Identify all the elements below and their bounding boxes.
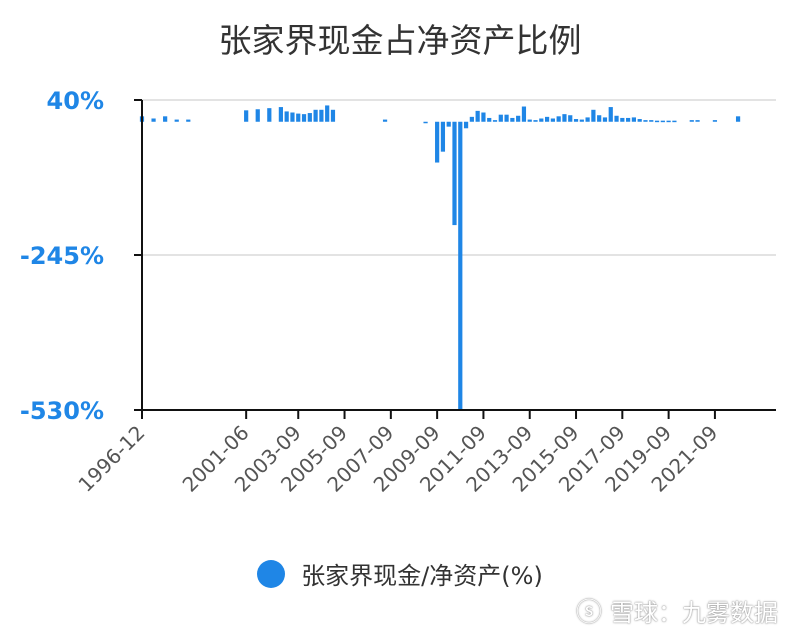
chart-title: 张家界现金占净资产比例 bbox=[218, 21, 582, 60]
bar bbox=[550, 118, 555, 122]
bar bbox=[735, 116, 741, 122]
bar bbox=[654, 120, 660, 123]
watermark: ⓢ 雪球：九雾数据 bbox=[576, 592, 778, 629]
bar bbox=[284, 111, 289, 122]
bar bbox=[620, 117, 625, 122]
bar bbox=[695, 120, 700, 122]
bar bbox=[290, 112, 295, 122]
bar bbox=[516, 115, 521, 122]
bar bbox=[602, 117, 608, 122]
bar bbox=[319, 109, 324, 122]
bar bbox=[637, 119, 642, 122]
bar bbox=[492, 120, 498, 122]
bar bbox=[458, 121, 463, 410]
bar bbox=[568, 115, 573, 122]
bar bbox=[423, 121, 428, 124]
bar bbox=[573, 119, 579, 122]
bar bbox=[244, 110, 249, 122]
bar bbox=[660, 120, 665, 123]
bar bbox=[643, 120, 648, 122]
bar bbox=[585, 117, 590, 122]
bar bbox=[163, 116, 168, 122]
watermark-text: 雪球：九雾数据 bbox=[610, 599, 778, 627]
bar bbox=[527, 119, 532, 122]
bar bbox=[533, 120, 538, 122]
bar bbox=[608, 107, 613, 122]
x-tick-label: 1996-12 bbox=[73, 421, 149, 497]
bar bbox=[313, 109, 318, 122]
bar bbox=[301, 114, 307, 122]
bar bbox=[452, 121, 457, 226]
bar bbox=[330, 109, 336, 122]
bar bbox=[446, 121, 451, 127]
bar bbox=[267, 108, 272, 122]
bar bbox=[556, 116, 561, 122]
bar bbox=[498, 114, 503, 122]
bar bbox=[591, 109, 596, 122]
bar bbox=[475, 110, 480, 122]
bar bbox=[539, 118, 544, 122]
bar bbox=[689, 120, 694, 122]
bar bbox=[440, 121, 446, 152]
bar bbox=[481, 112, 486, 122]
bar bbox=[325, 105, 330, 122]
bar bbox=[521, 106, 527, 122]
legend-swatch bbox=[257, 559, 286, 588]
bar bbox=[186, 119, 191, 122]
bar bbox=[544, 116, 550, 122]
bar bbox=[278, 107, 283, 122]
bar bbox=[631, 117, 637, 122]
bar bbox=[151, 118, 156, 122]
y-tick-label: -530% bbox=[20, 397, 104, 425]
bar bbox=[174, 119, 179, 122]
bar bbox=[255, 109, 260, 122]
bar bbox=[597, 115, 602, 122]
bar bbox=[296, 113, 301, 122]
bar bbox=[649, 120, 654, 122]
bar bbox=[562, 114, 567, 122]
bar bbox=[382, 119, 388, 122]
y-tick-label: 40% bbox=[47, 87, 104, 115]
bar bbox=[579, 119, 584, 122]
legend: 张家界现金/净资产(%) bbox=[0, 556, 800, 591]
bar bbox=[672, 120, 677, 123]
y-tick-label: -245% bbox=[20, 242, 104, 270]
bar bbox=[504, 114, 509, 122]
bar bbox=[614, 115, 619, 122]
bar bbox=[487, 117, 492, 122]
bar bbox=[666, 120, 671, 123]
bar bbox=[510, 117, 515, 122]
bar bbox=[712, 120, 718, 122]
bar bbox=[307, 113, 312, 122]
legend-label: 张家界现金/净资产(%) bbox=[301, 562, 543, 590]
bar bbox=[463, 121, 469, 129]
bar bbox=[469, 116, 474, 122]
bar bbox=[435, 121, 440, 163]
snowball-logo-icon: ⓢ bbox=[575, 598, 602, 628]
bar bbox=[626, 117, 631, 122]
